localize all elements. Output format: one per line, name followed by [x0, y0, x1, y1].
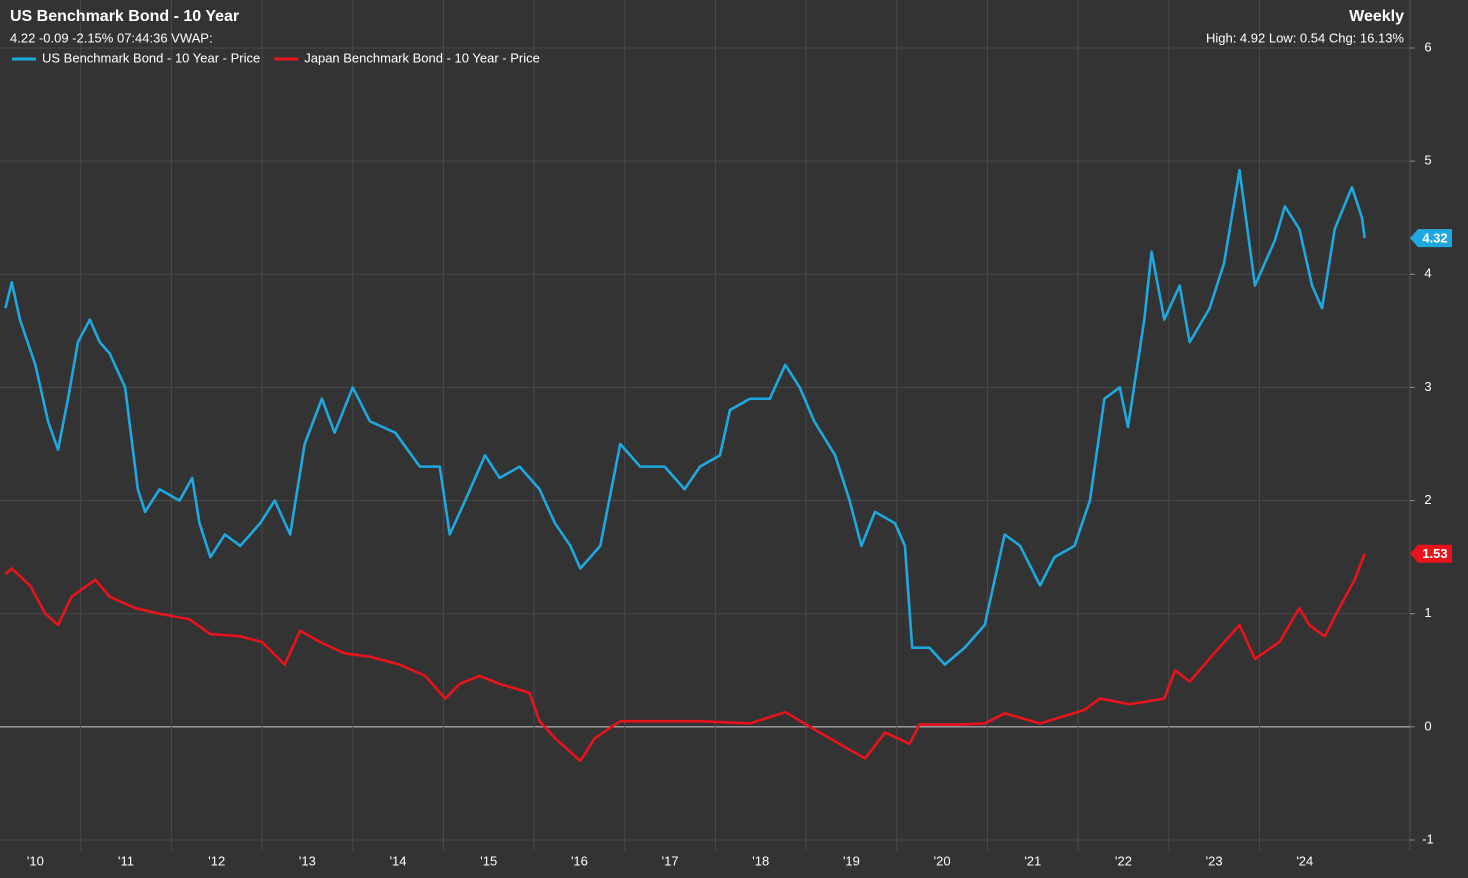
x-tick-label: '15	[480, 853, 497, 868]
x-tick-label: '22	[1115, 853, 1132, 868]
x-tick-label: '12	[208, 853, 225, 868]
y-tick-label: 3	[1424, 379, 1431, 394]
period: Weekly	[1349, 8, 1404, 25]
x-tick-label: '17	[662, 853, 679, 868]
subtitle: 4.22 -0.09 -2.15% 07:44:36 VWAP:	[10, 30, 213, 45]
stats: High: 4.92 Low: 0.54 Chg: 16.13%	[1206, 30, 1404, 45]
x-tick-label: '20	[934, 853, 951, 868]
x-tick-label: '18	[752, 853, 769, 868]
x-tick-label: '21	[1024, 853, 1041, 868]
grid: -1 0 1 2 3 4 5 6 '10 '11 '12 '13 '14 '15 '16 '17 '18 '19 '…	[0, 0, 1434, 868]
x-tick-label: '24	[1296, 853, 1313, 868]
series-line	[4, 168, 1366, 666]
y-tick-label: 0	[1424, 718, 1431, 733]
y-tick-label: -1	[1422, 831, 1434, 846]
y-tick-label: 4	[1424, 266, 1431, 281]
y-tick-label: 6	[1424, 39, 1431, 54]
chart-title: US Benchmark Bond - 10 Year	[10, 8, 239, 25]
last-value-label: 1.53	[1422, 546, 1447, 561]
plot	[4, 168, 1366, 763]
y-tick-label: 2	[1424, 492, 1431, 507]
x-tick-label: '23	[1206, 853, 1223, 868]
last-value-label: 4.32	[1422, 231, 1447, 246]
last-value-tag	[1410, 229, 1452, 248]
x-tick-label: '10	[27, 853, 44, 868]
legend-label: Japan Benchmark Bond - 10 Year - Price	[304, 50, 540, 65]
x-tick-label: '11	[118, 853, 134, 868]
x-tick-label: '19	[843, 853, 860, 868]
x-tick-label: '14	[390, 853, 407, 868]
x-tick-label: '16	[571, 853, 588, 868]
series-line	[4, 553, 1366, 763]
y-tick-label: 1	[1424, 605, 1431, 620]
y-tick-label: 5	[1424, 153, 1431, 168]
last-value-tag	[1410, 544, 1452, 563]
x-tick-label: '13	[299, 853, 316, 868]
legend-label: US Benchmark Bond - 10 Year - Price	[42, 50, 260, 65]
overlay: 4.32 1.53 US Benchmark Bond - 10 Year - Pr…	[12, 50, 1452, 563]
